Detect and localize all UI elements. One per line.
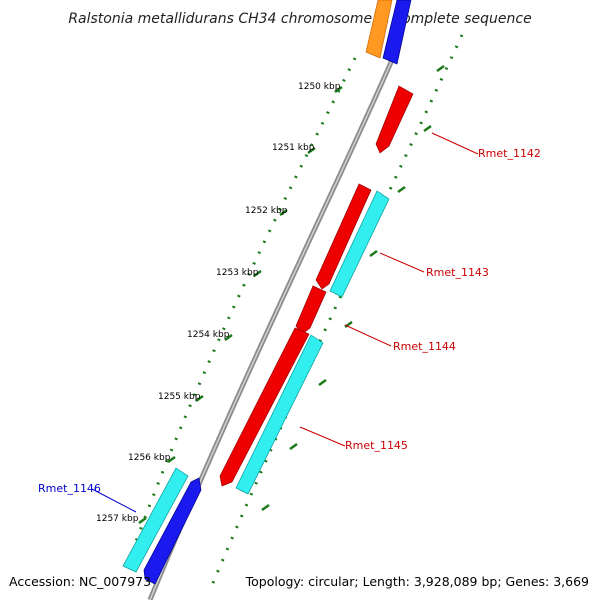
forward-genes	[219, 85, 414, 487]
outer-dot-rail	[208, 34, 464, 591]
orange-gene-arrow[interactable]	[365, 0, 393, 59]
tick-label: 1252 kbp	[245, 206, 288, 216]
tick-dash	[289, 442, 298, 451]
gene-labels: Rmet_1142 Rmet_1143 Rmet_1144 Rmet_1145 …	[38, 147, 541, 495]
cds-Rmet-1143[interactable]	[329, 190, 390, 298]
tick-dash	[369, 249, 378, 258]
summary-text: Topology: circular; Length: 3,928,089 bp…	[245, 574, 589, 589]
tick-label: 1257 kbp	[96, 514, 139, 524]
cds-features	[122, 190, 390, 573]
tick-rails	[123, 34, 464, 591]
accession-text: Accession: NC_007973	[9, 574, 151, 589]
leader-lines	[91, 132, 479, 513]
tick-dash	[423, 124, 432, 133]
gene-label-Rmet-1144[interactable]: Rmet_1144	[393, 340, 456, 353]
outer-tick-dashes	[261, 64, 445, 512]
tick-label: 1251 kbp	[272, 143, 315, 153]
tick-mark	[224, 333, 233, 342]
tick-label: 1256 kbp	[128, 453, 171, 463]
gene-label-Rmet-1143[interactable]: Rmet_1143	[426, 266, 489, 279]
inner-dot-rail	[123, 57, 357, 573]
tick-mark	[167, 455, 176, 464]
leader-Rmet-1145	[299, 426, 346, 447]
leader-Rmet-1146	[91, 488, 137, 513]
blue-gene-arrow-top[interactable]	[382, 0, 412, 65]
tick-label: 1250 kbp	[298, 82, 341, 92]
gene-label-Rmet-1146[interactable]: Rmet_1146	[38, 482, 101, 495]
tick-mark	[334, 85, 343, 94]
gene-label-Rmet-1142[interactable]: Rmet_1142	[478, 147, 541, 160]
tick-label: 1254 kbp	[187, 330, 230, 340]
leader-Rmet-1144	[344, 324, 392, 347]
tick-mark	[253, 269, 262, 278]
tick-dash	[261, 503, 270, 512]
top-genes	[365, 0, 412, 65]
tick-label: 1253 kbp	[216, 268, 259, 278]
leader-Rmet-1142	[431, 132, 479, 155]
tick-dash	[436, 64, 445, 73]
gene-Rmet-1143[interactable]	[315, 183, 372, 290]
tick-mark	[279, 208, 288, 217]
gene-Rmet-1145[interactable]	[219, 327, 310, 487]
tick-labels: 1250 kbp 1251 kbp 1252 kbp 1253 kbp 1254…	[96, 82, 343, 525]
tick-mark	[307, 146, 316, 155]
tick-dash	[344, 320, 353, 329]
cds-Rmet-1145[interactable]	[235, 334, 324, 495]
map-title: Ralstonia metallidurans CH34 chromosome …	[68, 11, 531, 27]
gene-Rmet-1142[interactable]	[375, 85, 414, 154]
tick-dash	[318, 378, 327, 387]
tick-label: 1255 kbp	[158, 392, 201, 402]
cds-Rmet-1146[interactable]	[122, 467, 189, 573]
gene-Rmet-1144[interactable]	[295, 285, 327, 335]
tick-dash	[397, 185, 406, 194]
tick-mark	[195, 394, 204, 403]
tick-mark	[138, 516, 147, 525]
gene-label-Rmet-1145[interactable]: Rmet_1145	[345, 439, 408, 452]
leader-Rmet-1143	[379, 252, 425, 273]
gene-Rmet-1146[interactable]	[143, 477, 202, 585]
